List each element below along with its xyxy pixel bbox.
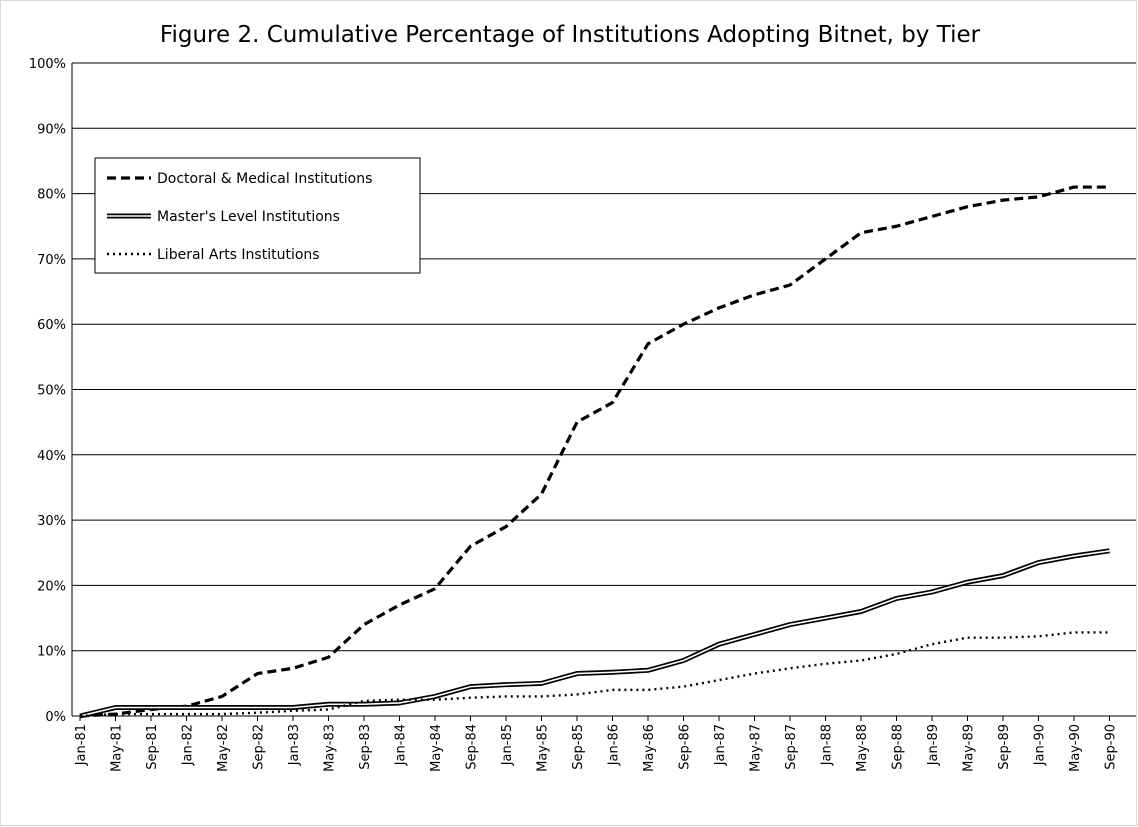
y-tick-label: 0%: [45, 710, 66, 725]
series-line: [79, 185, 1110, 718]
y-tick-label: 70%: [37, 253, 66, 268]
x-tick-label: Jan-86: [607, 724, 622, 766]
x-tick-label: Jan-85: [500, 724, 515, 766]
y-tick-label: 50%: [37, 384, 66, 399]
x-tick-label: May-85: [536, 724, 551, 772]
x-tick-label: May-83: [323, 724, 338, 772]
series-line-inner: [79, 549, 1110, 717]
x-tick-label: May-87: [749, 724, 764, 772]
chart-title: Figure 2. Cumulative Percentage of Insti…: [160, 22, 981, 48]
x-tick-label: Jan-83: [287, 724, 302, 766]
x-tick-label: May-88: [855, 724, 870, 772]
x-tick-label: Sep-90: [1104, 724, 1119, 770]
y-tick-label: 20%: [37, 579, 66, 594]
x-tick-label: Sep-87: [784, 724, 799, 770]
series-line: [79, 631, 1110, 718]
y-tick-label: 40%: [37, 449, 66, 464]
legend-label: Doctoral & Medical Institutions: [157, 171, 372, 187]
x-tick-label: Sep-88: [891, 724, 906, 770]
x-tick-label: Sep-81: [145, 724, 160, 770]
x-tick-label: Jan-88: [820, 724, 835, 766]
x-tick-label: May-89: [962, 724, 977, 772]
y-tick-label: 30%: [37, 514, 66, 529]
y-tick-label: 90%: [37, 122, 66, 137]
x-tick-label: May-82: [216, 724, 231, 772]
x-tick-label: Jan-84: [394, 724, 409, 766]
x-tick-label: May-90: [1068, 724, 1083, 772]
x-tick-label: Sep-82: [252, 724, 267, 770]
y-tick-label: 80%: [37, 188, 66, 203]
x-tick-label: Sep-84: [465, 724, 480, 770]
y-tick-label: 10%: [37, 645, 66, 660]
x-tick-label: Jan-82: [181, 724, 196, 766]
x-tick-label: May-86: [642, 724, 657, 772]
legend-label: Master's Level Institutions: [157, 209, 340, 225]
x-tick-label: Jan-87: [713, 724, 728, 766]
x-tick-label: Jan-90: [1033, 724, 1048, 766]
x-tick-label: Sep-85: [571, 724, 586, 770]
x-tick-label: May-81: [110, 724, 125, 772]
x-tick-label: Jan-81: [74, 724, 89, 766]
y-tick-label: 60%: [37, 318, 66, 333]
x-tick-label: May-84: [429, 724, 444, 772]
x-tick-label: Jan-89: [926, 724, 941, 766]
x-tick-label: Sep-83: [358, 724, 373, 770]
legend-label: Liberal Arts Institutions: [157, 247, 320, 263]
x-tick-label: Sep-86: [678, 724, 693, 770]
y-tick-label: 100%: [29, 57, 66, 72]
x-tick-label: Sep-89: [997, 724, 1012, 770]
